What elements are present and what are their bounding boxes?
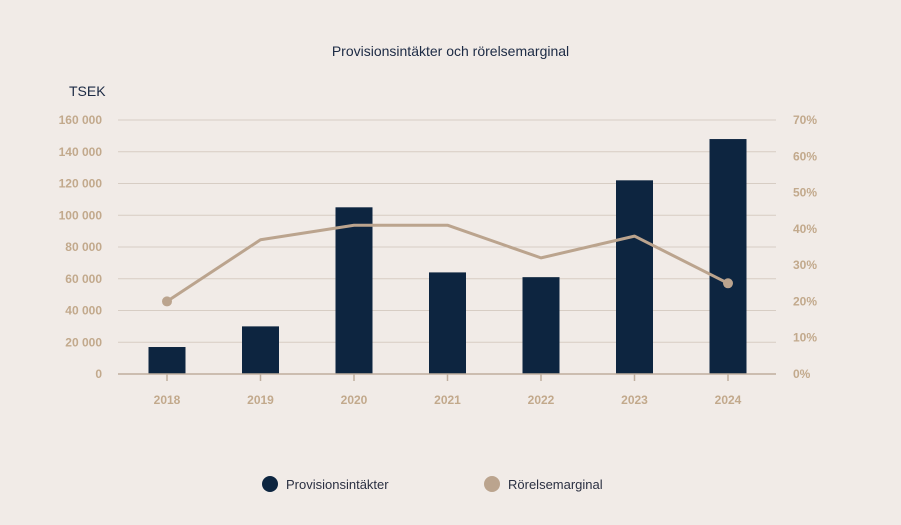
- bar-2019: [242, 326, 279, 374]
- bar-2021: [429, 272, 466, 374]
- y-tick-label: 60 000: [65, 272, 102, 286]
- legend-item-provisionsintakter: Provisionsintäkter: [262, 474, 389, 494]
- y-tick-label: 20 000: [65, 335, 102, 349]
- x-tick-label: 2019: [247, 393, 274, 407]
- y-axis-unit-label: TSEK: [69, 83, 106, 99]
- y-tick-label: 80 000: [65, 240, 102, 254]
- bar-2023: [616, 180, 653, 374]
- bar-2022: [522, 277, 560, 374]
- bar-2018: [148, 347, 186, 374]
- margin-point-2024: [723, 278, 733, 289]
- y2-tick-label: 0%: [793, 367, 811, 381]
- margin-line: [166, 223, 729, 303]
- y2-tick-label: 30%: [793, 258, 817, 272]
- bar-2024: [709, 139, 747, 374]
- legend-item-rorelsemarginal: Rörelsemarginal: [484, 474, 603, 494]
- y-tick-label: 140 000: [59, 145, 103, 159]
- y2-tick-label: 60%: [793, 149, 817, 163]
- chart-title: Provisionsintäkter och rörelsemarginal: [331, 43, 570, 59]
- legend-label: Provisionsintäkter: [286, 476, 389, 492]
- x-tick-label: 2022: [528, 393, 555, 407]
- y2-tick-label: 10%: [793, 331, 817, 345]
- legend-dot-icon: [484, 476, 500, 492]
- y-tick-label: 0: [95, 367, 102, 381]
- margin-point-2018: [162, 296, 172, 307]
- x-tick-label: 2020: [341, 393, 368, 407]
- y2-tick-label: 70%: [793, 113, 817, 127]
- bar-2020: [335, 207, 373, 374]
- legend-dot-icon: [262, 476, 278, 492]
- y2-tick-label: 40%: [793, 222, 817, 236]
- x-tick-label: 2023: [621, 393, 648, 407]
- y2-tick-label: 20%: [793, 294, 817, 308]
- legend-label: Rörelsemarginal: [508, 476, 603, 492]
- x-tick-label: 2021: [434, 393, 461, 407]
- y-tick-label: 40 000: [65, 304, 102, 318]
- x-tick-label: 2018: [154, 393, 181, 407]
- x-tick-label: 2024: [715, 393, 742, 407]
- y-tick-label: 160 000: [59, 113, 103, 127]
- y-tick-label: 120 000: [59, 177, 103, 191]
- y2-tick-label: 50%: [793, 186, 817, 200]
- y-tick-label: 100 000: [59, 208, 103, 222]
